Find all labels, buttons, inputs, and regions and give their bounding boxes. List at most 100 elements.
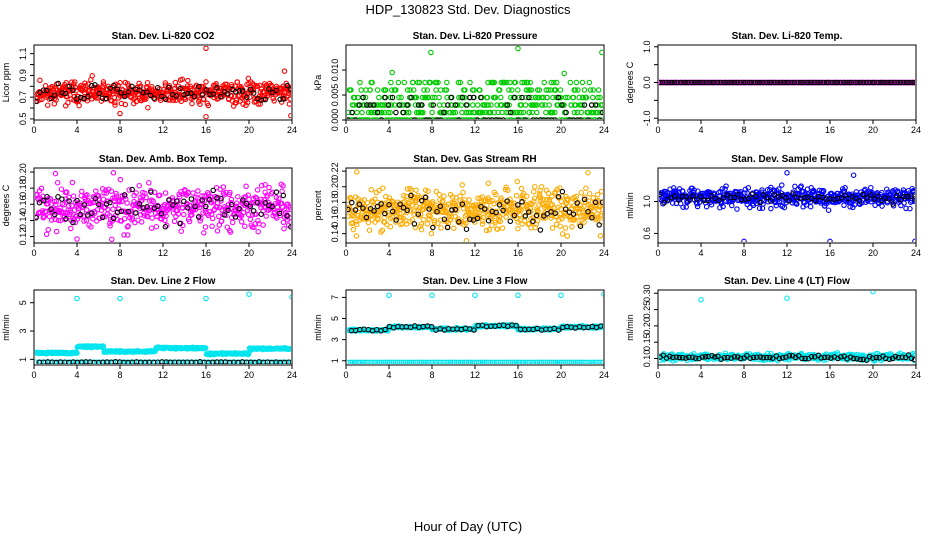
data-point [72,79,78,85]
data-point [907,205,913,212]
data-point [166,197,172,203]
data-point [38,185,45,192]
data-point [438,225,444,231]
data-point [474,117,481,119]
data-point [132,210,139,216]
data-point [518,207,524,213]
data-point [58,186,65,192]
data-point [403,109,410,116]
outlier-point [354,169,360,175]
data-point [734,206,740,212]
data-point [205,102,212,109]
data-point [49,83,55,90]
data-point [526,109,533,116]
data-point [225,207,231,214]
x-tick-label: 4 [74,125,79,135]
data-point [437,117,443,119]
data-point [752,79,758,86]
x-tick-label: 8 [429,248,434,258]
data-point [598,359,603,364]
data-point [70,87,76,93]
data-point [121,215,128,222]
x-tick-label: 4 [386,125,391,135]
data-point [255,217,261,224]
data-point [425,188,431,195]
data-point [371,359,377,364]
data-point [107,223,113,229]
data-point [493,117,499,119]
data-point [129,83,135,90]
data-point [192,203,198,210]
data-point [589,214,595,221]
x-tick-label: 16 [513,248,523,258]
data-point [478,94,484,101]
data-point [235,193,241,200]
data-point [748,79,755,86]
data-points [347,291,603,364]
data-point [353,221,360,228]
data-point [742,196,748,202]
data-point [390,117,397,119]
data-point [892,79,898,86]
data-point [158,216,165,222]
data-point [77,94,84,101]
data-point [170,202,176,208]
data-point [163,213,169,219]
data-point [482,117,488,119]
data-point [567,117,573,119]
data-point [803,202,810,208]
data-point [70,193,77,199]
x-tick-label: 24 [287,125,297,135]
data-point [430,359,436,364]
data-point [182,96,189,103]
data-point [744,190,750,196]
data-point [447,216,454,223]
data-point [478,109,484,116]
data-point [389,208,396,215]
data-point [118,90,124,96]
data-point [431,217,438,224]
data-point [239,88,246,94]
data-point [575,87,581,93]
data-point [379,359,385,364]
data-point [530,117,536,119]
data-point [154,84,161,91]
data-point [470,94,477,101]
data-point [481,206,488,212]
x-tick-label: 4 [698,370,703,380]
data-point [728,79,735,86]
data-point [121,232,127,238]
data-point [527,359,533,364]
data-point [489,198,496,204]
data-point [697,79,703,86]
data-point [832,79,838,86]
data-point [128,94,135,101]
data-point [254,199,261,206]
data-point [422,359,428,364]
data-point [874,193,881,199]
data-point [382,210,388,217]
data-point [96,90,102,97]
data-point [137,87,143,93]
panel-title: Stan. Dev. Line 2 Flow [111,276,216,287]
x-tick-label: 8 [741,125,746,135]
data-point [816,193,822,200]
data-point [783,79,789,86]
data-point [526,94,532,101]
data-point [743,79,749,86]
panel-title: Stan. Dev. Li-820 Pressure [413,31,538,42]
data-point [791,79,798,86]
data-point [121,93,128,100]
data-point [62,90,69,97]
data-point [408,94,414,101]
data-point [502,186,509,193]
data-point [420,359,427,364]
outlier-point [289,294,291,300]
data-point [496,87,503,93]
data-point [45,200,51,207]
data-point [837,79,844,86]
data-point [149,197,155,203]
outlier-point [585,169,591,176]
data-point [441,109,447,116]
data-points [659,170,915,242]
